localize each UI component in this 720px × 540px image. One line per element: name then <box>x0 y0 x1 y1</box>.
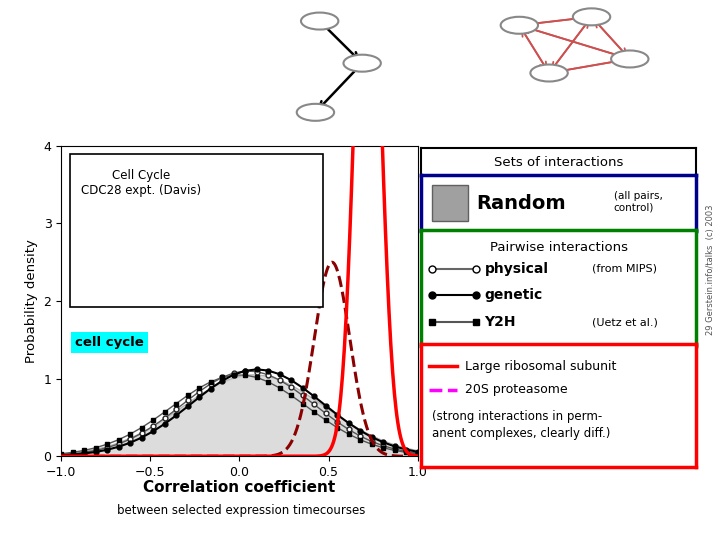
Text: Protein-Protein
Interactions &
Expression: Protein-Protein Interactions & Expressio… <box>48 28 229 99</box>
Ellipse shape <box>297 104 334 121</box>
Ellipse shape <box>500 17 538 34</box>
Text: 29 Gerstein.info/talks  (c) 2003: 29 Gerstein.info/talks (c) 2003 <box>706 205 715 335</box>
Text: Random: Random <box>476 193 566 213</box>
Text: between selected expression timecourses: between selected expression timecourses <box>117 504 365 517</box>
Text: (from MIPS): (from MIPS) <box>592 264 657 274</box>
Text: physical: physical <box>485 262 549 276</box>
X-axis label: Correlation coefficient: Correlation coefficient <box>143 481 336 495</box>
Text: Cell Cycle
CDC28 expt. (Davis): Cell Cycle CDC28 expt. (Davis) <box>81 169 202 197</box>
Ellipse shape <box>301 12 338 30</box>
FancyBboxPatch shape <box>70 153 323 307</box>
Text: Sets of interactions: Sets of interactions <box>494 156 624 169</box>
Text: (all pairs,
control): (all pairs, control) <box>613 191 662 213</box>
Text: 20S proteasome: 20S proteasome <box>465 383 568 396</box>
Ellipse shape <box>531 64 568 82</box>
Text: Y2H: Y2H <box>485 315 516 329</box>
Ellipse shape <box>343 55 381 72</box>
Y-axis label: Probability density: Probability density <box>25 239 38 363</box>
Text: (Uetz et al.): (Uetz et al.) <box>592 318 657 327</box>
Ellipse shape <box>611 50 649 68</box>
Bar <box>432 185 468 221</box>
Text: genetic: genetic <box>485 287 543 301</box>
Ellipse shape <box>573 8 611 25</box>
Text: cell cycle: cell cycle <box>76 336 144 349</box>
Text: Large ribosomal subunit: Large ribosomal subunit <box>465 360 616 373</box>
Text: Pairwise interactions: Pairwise interactions <box>490 241 628 254</box>
Text: (strong interactions in perm-
anent complexes, clearly diff.): (strong interactions in perm- anent comp… <box>432 410 611 441</box>
